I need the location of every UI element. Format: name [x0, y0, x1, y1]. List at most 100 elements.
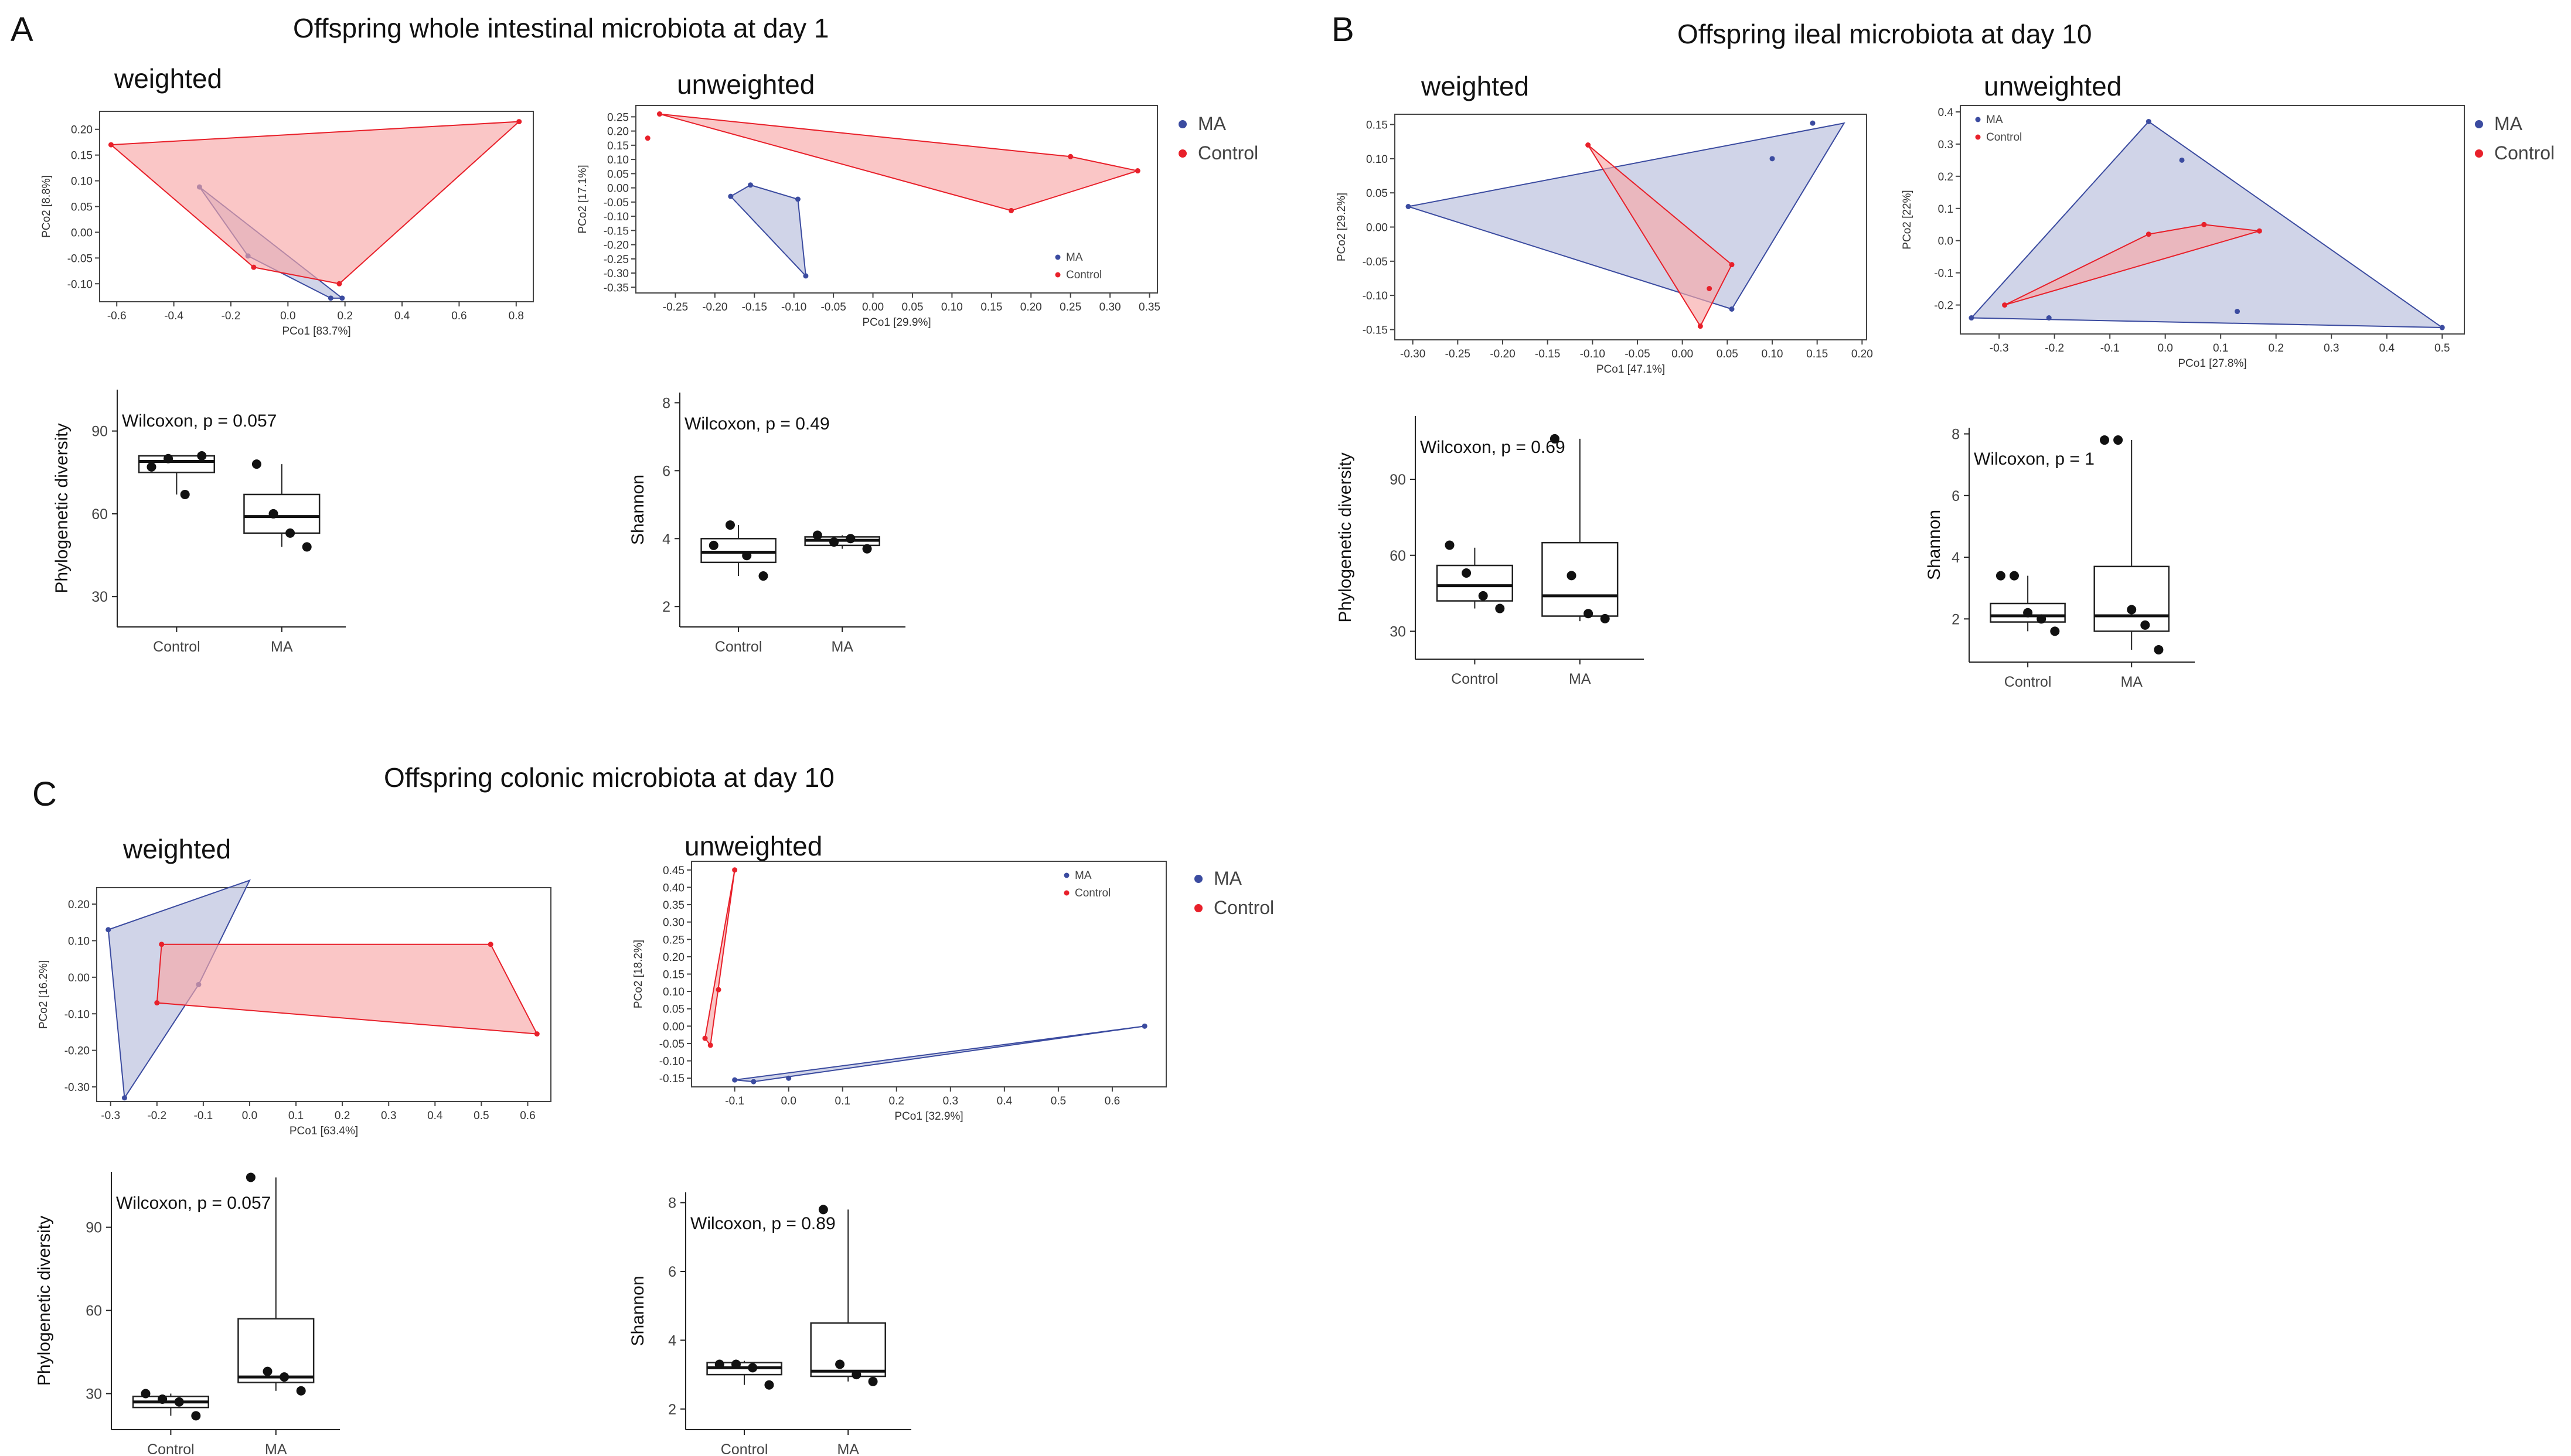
- panel-title-c: Offspring colonic microbiota at day 10: [384, 762, 835, 793]
- scatter-plot-b-u: unweighted -0.3 -0.2 -0.1 0.0 0.1 0.2 0.3 0.4 0.5…: [1901, 71, 2555, 370]
- x-tick-label: -0.05: [1625, 348, 1650, 360]
- category-label-control: Control: [1451, 671, 1499, 687]
- data-point: [1600, 613, 1610, 623]
- box-plot-a-sh: 2 4 6 8 Shannon Wilcoxon, p = 0.49 Control MA: [628, 393, 905, 655]
- y-tick-label: 0.1: [1938, 203, 1953, 216]
- y-tick-label: 0.0: [1938, 236, 1953, 248]
- y-tick-label: 0.20: [663, 952, 685, 964]
- x-tick-label: 0.5: [2434, 342, 2450, 354]
- x-tick-label: 0.4: [997, 1095, 1013, 1107]
- ma-point: [748, 182, 754, 188]
- ma-point: [2439, 325, 2445, 330]
- y-tick-label: -0.10: [604, 211, 629, 223]
- ma-point: [1405, 204, 1411, 209]
- x-tick-label: 0.00: [1671, 348, 1693, 360]
- y-tick-label: -0.25: [604, 254, 629, 266]
- x-tick-label: -0.20: [702, 301, 727, 313]
- x-tick-label: 0.1: [835, 1095, 850, 1107]
- x-tick-label: -0.10: [781, 301, 806, 313]
- y-tick-label: 2: [668, 1402, 676, 1418]
- control-point: [1707, 286, 1712, 291]
- box: [700, 538, 777, 564]
- data-point: [758, 571, 768, 581]
- legend-label-control: Control: [1214, 897, 1274, 918]
- inner-legend-key-control: [1055, 272, 1061, 278]
- y-axis-label: Shannon: [628, 1276, 648, 1346]
- y-tick-label: 0.15: [663, 969, 685, 981]
- control-point: [534, 1031, 540, 1037]
- x-tick-label: 0.0: [2157, 342, 2172, 354]
- y-axis-label: Shannon: [628, 475, 648, 545]
- y-tick-label: 0.05: [607, 168, 629, 180]
- y-tick-label: 60: [86, 1303, 102, 1319]
- data-point: [2113, 435, 2123, 445]
- scatter-plot-c-u: unweighted -0.1 0.0 0.1 0.2 0.3 0.4 0.5 0.6 0.45 0…: [632, 831, 1274, 1123]
- inner-legend-label-control: Control: [1075, 887, 1111, 899]
- y-tick-label: -0.1: [1934, 268, 1953, 280]
- category-label-control: Control: [715, 639, 762, 655]
- y-tick-label: 30: [86, 1386, 102, 1402]
- data-point: [1550, 434, 1559, 444]
- data-point: [285, 528, 295, 538]
- control-point: [154, 1000, 160, 1006]
- y-tick-label: 0.25: [607, 111, 629, 124]
- data-point: [709, 540, 718, 550]
- data-point: [731, 1359, 741, 1369]
- data-point: [296, 1386, 306, 1396]
- y-tick-label: 2: [662, 599, 670, 615]
- plot-frame: [96, 887, 551, 1102]
- x-tick-label: 0.10: [1762, 348, 1783, 360]
- data-point: [1995, 571, 2005, 581]
- data-point: [2050, 626, 2060, 636]
- control-point: [716, 987, 721, 993]
- control-point: [2201, 221, 2207, 227]
- x-axis-label: PCo1 [27.8%]: [2178, 357, 2246, 370]
- y-axis-label: Shannon: [1925, 510, 1944, 580]
- x-tick-label: 0.2: [889, 1095, 904, 1107]
- ma-hull: [730, 184, 807, 278]
- ma-point: [1810, 120, 1816, 126]
- y-tick-label: 0.15: [607, 140, 629, 152]
- y-tick-label: 0.10: [68, 935, 90, 947]
- y-tick-label: 0.2: [1938, 171, 1953, 183]
- y-tick-label: 60: [91, 506, 108, 523]
- y-tick-label: 30: [1390, 623, 1406, 640]
- y-tick-label: 0.10: [663, 986, 685, 998]
- control-point: [656, 111, 662, 117]
- plot-frame: [635, 105, 1158, 294]
- y-tick-label: 0.05: [71, 202, 93, 214]
- control-point: [702, 1035, 708, 1041]
- data-point: [2154, 645, 2164, 654]
- y-tick-label: -0.35: [604, 282, 629, 294]
- y-tick-label: -0.05: [659, 1038, 685, 1051]
- y-tick-label: -0.05: [604, 197, 629, 209]
- inner-legend-key-control: [1975, 134, 1981, 140]
- ma-point: [1729, 306, 1735, 312]
- x-axis-label: PCo1 [83.7%]: [282, 325, 350, 337]
- y-axis-label: Phylogenetic diversity: [35, 1216, 54, 1386]
- x-tick-label: 0.1: [288, 1110, 304, 1122]
- category-label-ma: MA: [831, 639, 853, 655]
- y-axis-label: PCo2 [16.2%]: [38, 960, 50, 1029]
- plot-subtitle: unweighted: [1984, 71, 2121, 101]
- panel-title-a: Offspring whole intestinal microbiota at…: [293, 13, 829, 43]
- x-tick-label: 0.6: [1105, 1095, 1120, 1107]
- y-tick-label: 0.35: [663, 899, 685, 912]
- y-axis-label: PCo2 [17.1%]: [577, 165, 589, 233]
- legend-key-ma: [2475, 120, 2483, 128]
- y-axis-label: Phylogenetic diversity: [1336, 452, 1355, 622]
- y-axis-label: Phylogenetic diversity: [52, 423, 71, 593]
- box-plot-a-pd: 30 60 90 Phylogenetic diversity Wilcoxon, p …: [52, 390, 346, 655]
- x-tick-label: 0.6: [451, 310, 466, 322]
- control-point: [645, 135, 651, 141]
- x-tick-label: -0.15: [1535, 348, 1560, 360]
- x-tick-label: 0.20: [1851, 348, 1873, 360]
- data-point: [174, 1397, 184, 1407]
- x-tick-label: -0.25: [663, 301, 688, 313]
- category-label-ma: MA: [2120, 674, 2143, 690]
- control-point: [732, 867, 738, 873]
- x-tick-label: 0.10: [941, 301, 963, 313]
- y-tick-label: -0.10: [659, 1056, 685, 1068]
- y-tick-label: 0.25: [663, 934, 685, 946]
- y-axis-label: PCo2 [22%]: [1901, 190, 1913, 249]
